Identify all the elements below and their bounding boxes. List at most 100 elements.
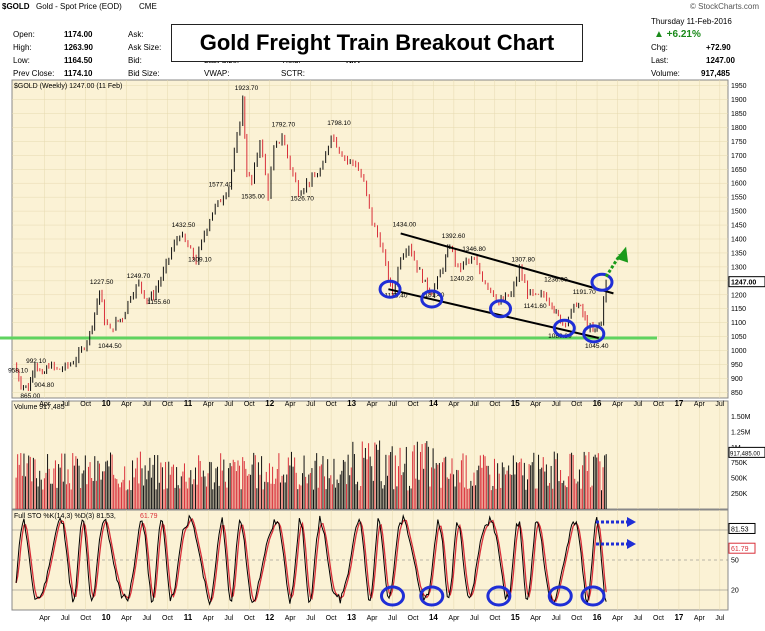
sto-highlight-circle bbox=[547, 585, 573, 607]
x-axis-label: Apr bbox=[121, 401, 133, 408]
price-annotation: 1535.00 bbox=[241, 193, 265, 200]
vwap-label: VWAP: bbox=[204, 69, 230, 78]
x-axis-label-bottom: Apr bbox=[203, 615, 215, 622]
price-ytick-label: 1700 bbox=[731, 153, 747, 160]
price-ytick-label: 1950 bbox=[731, 83, 747, 90]
volume-ytick-label: 250K bbox=[731, 491, 748, 498]
last-label: Last: bbox=[651, 56, 669, 65]
x-axis-label-bottom: Jul bbox=[61, 615, 70, 622]
x-axis-label: Jul bbox=[552, 401, 561, 408]
price-annotation: 1045.40 bbox=[585, 343, 609, 350]
x-axis-label-bottom: Apr bbox=[39, 615, 51, 622]
sto-k-badge-bg bbox=[728, 522, 756, 534]
x-axis-label-bottom: Jul bbox=[470, 615, 479, 622]
sto-legend-d: 61.79 bbox=[140, 513, 158, 520]
change-pct: ▲ +6.21% bbox=[654, 29, 701, 40]
x-axis-label-bottom: Apr bbox=[612, 615, 624, 622]
x-axis-label-bottom: Jul bbox=[634, 615, 643, 622]
price-annotation: 865.00 bbox=[20, 393, 40, 400]
open-value: 1174.00 bbox=[64, 30, 93, 39]
x-axis-label-bottom: 12 bbox=[265, 613, 274, 622]
sto-highlight-circle bbox=[580, 585, 606, 607]
price-annotation: 1526.70 bbox=[290, 196, 314, 203]
price-ytick-label: 850 bbox=[731, 390, 743, 397]
x-axis-label-bottom: Apr bbox=[121, 615, 133, 622]
low-label: Low: bbox=[13, 56, 30, 65]
bid-label: Bid: bbox=[128, 56, 142, 65]
last-price-badge-bg bbox=[728, 276, 765, 288]
volume-ytick-label: 1.50M bbox=[731, 414, 751, 421]
price-annotation: 1227.50 bbox=[90, 279, 114, 286]
volume-ytick-label: 750K bbox=[731, 460, 748, 467]
price-ytick-label: 1150 bbox=[731, 306, 746, 313]
sctr-label: SCTR: bbox=[281, 69, 305, 78]
x-axis-label-bottom: Jul bbox=[306, 615, 315, 622]
x-axis-label-bottom: Jul bbox=[143, 615, 152, 622]
prevclose-value: 1174.10 bbox=[64, 69, 93, 78]
price-ytick-label: 1200 bbox=[731, 292, 747, 299]
x-axis-label: Apr bbox=[530, 401, 542, 408]
sto-ytick-label: 50 bbox=[731, 558, 739, 565]
x-axis-label-bottom: Oct bbox=[489, 615, 500, 622]
volume-value: 917,485 bbox=[701, 69, 730, 78]
x-axis-label: 10 bbox=[102, 399, 111, 408]
x-axis-label-bottom: Jul bbox=[388, 615, 397, 622]
last-value: 1247.00 bbox=[706, 56, 735, 65]
volume-ytick-label: 500K bbox=[731, 476, 748, 483]
price-ytick-label: 1100 bbox=[731, 320, 746, 327]
bidsize-label: Bid Size: bbox=[128, 69, 160, 78]
x-axis-label: Oct bbox=[326, 401, 337, 408]
x-axis-label: Apr bbox=[612, 401, 624, 408]
price-annotation: 1044.50 bbox=[98, 343, 122, 350]
x-axis-label-bottom: 16 bbox=[593, 613, 602, 622]
x-axis-label-bottom: Oct bbox=[80, 615, 91, 622]
x-axis-label-bottom: 14 bbox=[429, 613, 438, 622]
x-axis-label: Apr bbox=[39, 401, 51, 408]
volume-label: Volume: bbox=[651, 69, 680, 78]
price-annotation: 1798.10 bbox=[327, 120, 351, 127]
x-axis-label: Oct bbox=[244, 401, 255, 408]
last-price-badge: 1247.00 bbox=[731, 280, 756, 287]
open-label: Open: bbox=[13, 30, 35, 39]
x-axis-label-bottom: 10 bbox=[102, 613, 111, 622]
price-annotation: 1434.00 bbox=[393, 222, 417, 229]
x-axis-label-bottom: Jul bbox=[224, 615, 233, 622]
volume-badge: 917,485.00 bbox=[730, 451, 761, 457]
price-annotation: 1309.10 bbox=[188, 256, 212, 263]
x-axis-label-bottom: Jul bbox=[552, 615, 561, 622]
sto-k-line bbox=[15, 513, 607, 606]
highlight-circle bbox=[489, 299, 513, 319]
x-axis-label: 11 bbox=[184, 399, 193, 408]
price-ytick-label: 900 bbox=[731, 376, 743, 383]
price-annotation: 1432.50 bbox=[172, 222, 196, 229]
highlight-circle bbox=[552, 318, 576, 338]
sto-arrow-head bbox=[627, 539, 636, 549]
price-annotation: 1577.40 bbox=[209, 182, 233, 189]
volume-legend: Volume 917,485 bbox=[14, 404, 65, 411]
price-annotation: 1236.00 bbox=[544, 277, 568, 284]
exchange: CME bbox=[139, 2, 157, 11]
asksize-label: Ask Size: bbox=[128, 43, 162, 52]
x-axis-label: Oct bbox=[489, 401, 500, 408]
prevclose-label: Prev Close: bbox=[13, 69, 55, 78]
high-label: High: bbox=[13, 43, 32, 52]
x-axis-label: 12 bbox=[265, 399, 274, 408]
price-annotation: 904.80 bbox=[34, 382, 54, 389]
price-annotation: 1392.60 bbox=[442, 233, 466, 240]
highlight-circle bbox=[582, 324, 606, 344]
x-axis-label: 16 bbox=[593, 399, 602, 408]
x-axis-label-bottom: Apr bbox=[448, 615, 460, 622]
x-axis-label: 15 bbox=[511, 399, 520, 408]
price-ytick-label: 1550 bbox=[731, 195, 747, 202]
x-axis-label: Apr bbox=[285, 401, 297, 408]
x-axis-label: Oct bbox=[653, 401, 664, 408]
x-axis-label: Oct bbox=[571, 401, 582, 408]
price-annotation: 958.10 bbox=[8, 367, 28, 374]
price-ytick-label: 1050 bbox=[731, 334, 747, 341]
x-axis-label: Oct bbox=[408, 401, 419, 408]
volume-badge-bg bbox=[728, 446, 765, 458]
x-axis-label: Jul bbox=[470, 401, 479, 408]
x-axis-label-bottom: Oct bbox=[326, 615, 337, 622]
x-axis-label-bottom: Oct bbox=[244, 615, 255, 622]
